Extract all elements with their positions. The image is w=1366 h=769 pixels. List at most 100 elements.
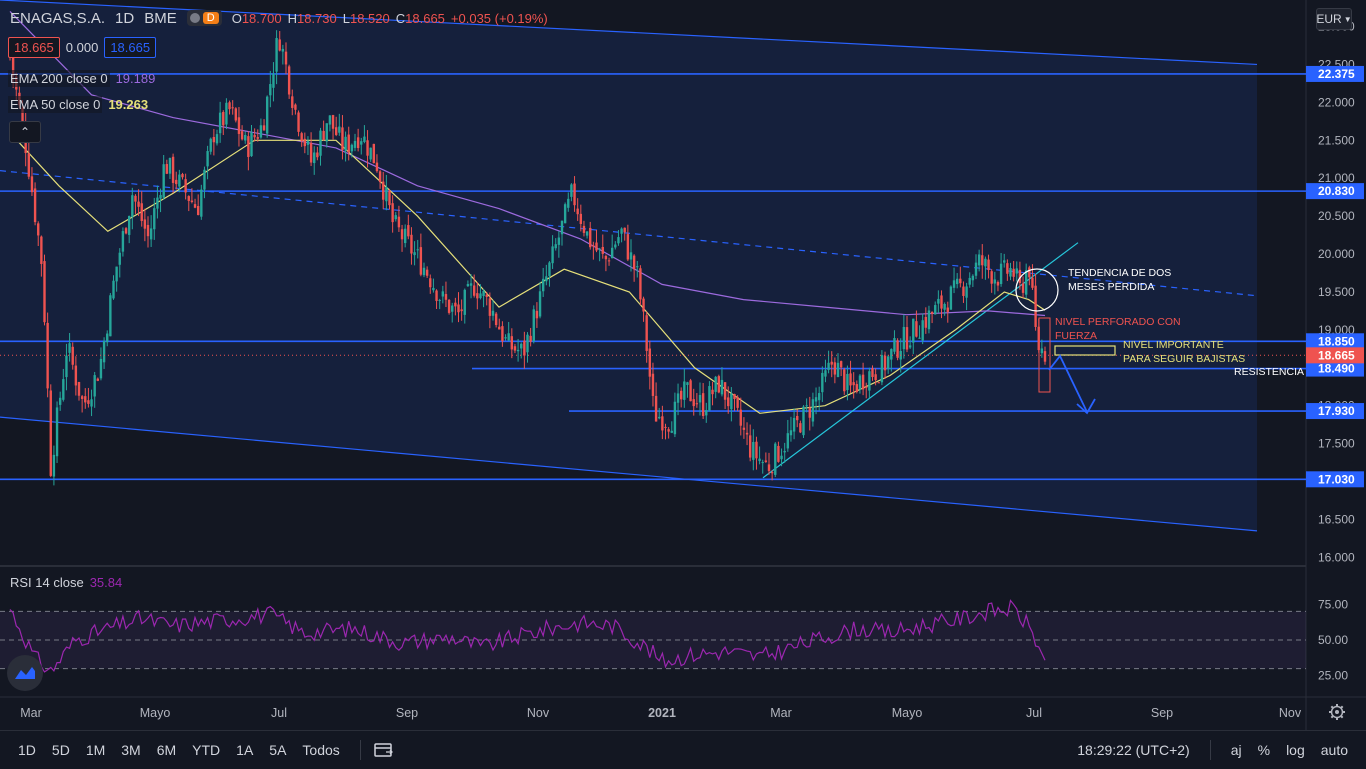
candle-body (109, 295, 112, 337)
candle-body (570, 184, 573, 197)
level-price-tag-text: 17.930 (1318, 404, 1355, 418)
candle-body (118, 252, 121, 265)
buy-price-box[interactable]: 18.665 (104, 37, 157, 58)
timeframe-ytd[interactable]: YTD (192, 742, 221, 758)
ema200-legend[interactable]: EMA 200 close 0 19.189 (8, 70, 155, 87)
candle-body (720, 379, 724, 395)
candle-body (532, 309, 535, 342)
candle-body (836, 362, 840, 378)
market-status-icon (189, 13, 200, 23)
trend-lost-label-2: MESES PERDIDA (1068, 281, 1154, 293)
candle-body (350, 144, 354, 152)
market-status-pill[interactable]: D (186, 10, 222, 26)
candle-body (843, 369, 846, 392)
timeframe-all[interactable]: Todos (302, 742, 340, 758)
candle-body (962, 286, 965, 296)
timeframe-5d[interactable]: 5D (51, 742, 70, 758)
ema200-line (9, 10, 1046, 317)
x-tick-label: Nov (1279, 706, 1302, 720)
log-toggle[interactable]: log (1286, 742, 1305, 758)
candle-body (52, 454, 56, 477)
candle-body (927, 310, 931, 330)
candle-body (811, 399, 815, 422)
currency-button[interactable]: EUR ▼ (1316, 8, 1352, 30)
candle-body (708, 386, 711, 411)
candle-body (658, 416, 661, 419)
bottom-toolbar: 1D 5D 1M 3M 6M YTD 1A 5A Todos 18:29:22 … (0, 730, 1366, 769)
toolbar-divider (359, 740, 361, 760)
chart-canvas[interactable]: TENDENCIA DE DOS MESES PERDIDA NIVEL PERFO… (0, 0, 1366, 730)
ema50-legend[interactable]: EMA 50 close 0 19.263 (8, 96, 148, 113)
candle-body (218, 112, 222, 134)
candle-body (783, 450, 786, 453)
timeframe-1m[interactable]: 1M (85, 742, 106, 758)
candle-body (363, 136, 366, 142)
candle-body (1006, 263, 1009, 274)
collapse-legend-button[interactable]: ⌃ (9, 121, 41, 143)
y-tick-label: 21.000 (1318, 171, 1355, 185)
exchange-label: BME (144, 9, 177, 27)
candle-body (890, 349, 893, 360)
level-price-tag (1306, 65, 1364, 82)
candle-body (1018, 269, 1022, 283)
high-value: 18.730 (296, 10, 337, 26)
clock-time[interactable]: 18:29:22 (UTC+2) (1077, 742, 1190, 758)
candle-body (353, 140, 357, 148)
rsi-value: 35.84 (89, 575, 123, 590)
symbol-name[interactable]: ENAGAS,S.A. (10, 9, 106, 27)
candle-body (940, 295, 943, 309)
candle-body (604, 255, 608, 260)
tradingview-logo[interactable] (7, 655, 43, 691)
candle-body (761, 462, 764, 464)
candle-body (626, 234, 630, 260)
candle-body (764, 460, 768, 462)
percent-toggle[interactable]: % (1257, 742, 1271, 758)
timeframe-6m[interactable]: 6M (156, 742, 177, 758)
open-label: O (231, 10, 242, 26)
timeframe-5a[interactable]: 5A (269, 742, 287, 758)
y-tick-label: 19.500 (1318, 285, 1355, 299)
candle-body (476, 293, 479, 299)
candle-body (664, 426, 667, 428)
candle-body (858, 375, 862, 390)
candle-body (814, 397, 818, 402)
candle-body (701, 393, 705, 417)
x-tick-label: Sep (396, 706, 418, 720)
timeframe-3m[interactable]: 3M (121, 742, 141, 758)
candle-body (868, 371, 871, 391)
adjust-toggle[interactable]: aj (1230, 742, 1242, 758)
candle-body (265, 96, 269, 134)
timeframe-1d[interactable]: 1D (18, 742, 36, 758)
candle-body (482, 290, 485, 297)
rsi-legend[interactable]: RSI 14 close 35.84 (10, 575, 122, 590)
candle-body (463, 289, 466, 315)
candle-body (272, 73, 275, 88)
candle-body (228, 102, 231, 110)
ema200-label: EMA 200 close 0 (8, 70, 110, 87)
candle-body (102, 341, 106, 363)
chevron-down-icon: ▼ (1343, 14, 1352, 24)
candle-body (369, 147, 372, 160)
sell-price-box[interactable]: 18.665 (8, 37, 60, 58)
candle-body (893, 338, 896, 352)
x-tick-label: Mar (770, 706, 792, 720)
candle-body (231, 107, 234, 109)
candle-body (538, 291, 542, 317)
candle-body (1009, 267, 1012, 277)
date-range-icon[interactable] (373, 742, 395, 758)
candle-body (683, 381, 686, 400)
candle-body (43, 261, 46, 323)
y-tick-label: 16.500 (1318, 512, 1355, 526)
settings-gear-icon[interactable] (1329, 704, 1345, 720)
candle-body (965, 286, 968, 298)
candle-body (516, 349, 520, 352)
ohlc-values: O18.700 H18.730 L18.520 C18.665 +0.035 (… (232, 11, 548, 26)
candle-body (244, 134, 247, 141)
candle-body (714, 376, 717, 392)
interval-label[interactable]: 1D (115, 9, 135, 27)
candle-body (429, 278, 432, 288)
timeframe-1a[interactable]: 1A (236, 742, 254, 758)
candle-body (391, 203, 394, 223)
auto-toggle[interactable]: auto (1320, 742, 1348, 758)
